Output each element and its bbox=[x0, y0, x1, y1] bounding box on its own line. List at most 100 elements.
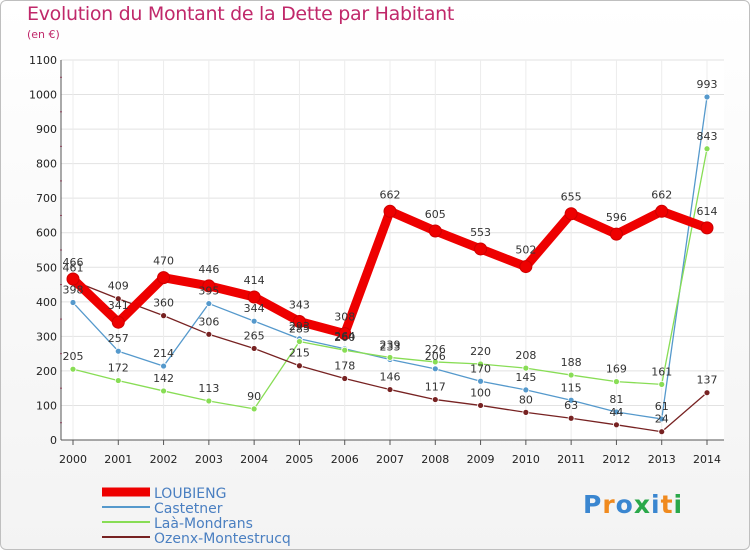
y-tick-label: 900 bbox=[36, 123, 57, 136]
data-point bbox=[477, 377, 484, 385]
data-point bbox=[431, 396, 439, 403]
data-point bbox=[247, 290, 261, 304]
proxiti-logo: Proxiti bbox=[583, 490, 683, 519]
data-point bbox=[703, 389, 711, 397]
data-point bbox=[66, 272, 80, 286]
y-tick-label: 600 bbox=[36, 227, 57, 240]
data-point bbox=[567, 396, 575, 404]
y-tick-label: 500 bbox=[36, 261, 57, 274]
data-point bbox=[202, 279, 216, 293]
x-tick-label: 2004 bbox=[240, 453, 268, 466]
data-label: 614 bbox=[697, 205, 718, 218]
data-label: 662 bbox=[380, 188, 401, 201]
data-label: 553 bbox=[470, 226, 491, 239]
data-label: 360 bbox=[153, 297, 174, 310]
plot-area bbox=[61, 60, 724, 440]
x-tick-label: 2002 bbox=[150, 453, 178, 466]
data-point bbox=[69, 365, 77, 373]
data-label: 24 bbox=[655, 413, 669, 426]
data-label: 214 bbox=[153, 347, 174, 360]
x-tick-label: 2014 bbox=[693, 453, 721, 466]
data-point bbox=[205, 397, 213, 405]
data-label: 170 bbox=[470, 362, 491, 375]
data-label: 265 bbox=[244, 329, 265, 342]
data-label: 257 bbox=[108, 332, 129, 345]
data-label: 343 bbox=[289, 299, 310, 312]
logo-letter: x bbox=[633, 490, 651, 519]
data-point bbox=[658, 428, 666, 436]
data-point bbox=[522, 364, 530, 372]
data-label: 260 bbox=[334, 331, 355, 344]
y-tick-label: 1000 bbox=[29, 89, 57, 102]
data-point bbox=[567, 414, 575, 422]
y-tick-label: 400 bbox=[36, 296, 57, 309]
data-label: 44 bbox=[609, 406, 623, 419]
data-point bbox=[431, 358, 439, 366]
x-tick-label: 2006 bbox=[331, 453, 359, 466]
data-label: 502 bbox=[515, 244, 536, 257]
data-label: 662 bbox=[651, 188, 672, 201]
data-label: 113 bbox=[198, 382, 219, 395]
x-tick-label: 2001 bbox=[104, 453, 132, 466]
data-label: 655 bbox=[561, 191, 582, 204]
data-label: 100 bbox=[470, 386, 491, 399]
data-label: 293 bbox=[289, 320, 310, 333]
data-label: 993 bbox=[697, 78, 718, 91]
x-tick-label: 2008 bbox=[421, 453, 449, 466]
data-point bbox=[205, 300, 213, 307]
data-label: 172 bbox=[108, 362, 129, 375]
data-point bbox=[703, 93, 711, 101]
data-label: 264 bbox=[334, 330, 355, 343]
data-label: 61 bbox=[655, 400, 669, 413]
x-tick-label: 2010 bbox=[512, 453, 540, 466]
logo-letter: i bbox=[673, 490, 684, 519]
data-label: 90 bbox=[247, 390, 261, 403]
x-tick-label: 2007 bbox=[376, 453, 404, 466]
data-point bbox=[564, 207, 578, 221]
chart-title: Evolution du Montant de la Dette par Hab… bbox=[27, 3, 455, 25]
data-point bbox=[114, 347, 122, 355]
data-point bbox=[700, 221, 714, 235]
data-point bbox=[522, 408, 530, 416]
legend-label-ozenx-montestrucq: Ozenx-Montestrucq bbox=[154, 531, 291, 547]
legend-label-castetner: Castetner bbox=[154, 501, 223, 517]
data-point bbox=[613, 378, 620, 386]
data-point bbox=[655, 204, 669, 218]
data-label: 306 bbox=[198, 315, 219, 328]
data-point bbox=[296, 338, 303, 345]
data-label: 80 bbox=[519, 393, 533, 406]
data-point bbox=[114, 377, 122, 384]
logo-letter: o bbox=[615, 490, 634, 519]
data-point bbox=[613, 408, 620, 416]
data-point bbox=[157, 271, 171, 285]
data-point bbox=[160, 312, 167, 320]
data-label: 409 bbox=[108, 280, 129, 293]
data-point bbox=[338, 327, 352, 341]
data-point bbox=[477, 402, 484, 409]
data-point bbox=[658, 380, 666, 388]
x-tick-label: 2012 bbox=[602, 453, 630, 466]
data-label: 308 bbox=[334, 311, 355, 324]
data-label: 395 bbox=[198, 285, 219, 298]
data-label: 220 bbox=[470, 345, 491, 358]
data-label: 215 bbox=[289, 347, 310, 360]
data-label: 285 bbox=[289, 323, 310, 336]
data-point bbox=[613, 421, 620, 429]
data-label: 233 bbox=[380, 341, 401, 354]
data-label: 461 bbox=[63, 262, 84, 275]
data-point bbox=[474, 242, 488, 256]
data-label: 414 bbox=[244, 274, 265, 287]
data-label: 226 bbox=[425, 343, 446, 356]
data-label: 169 bbox=[606, 363, 627, 376]
data-point bbox=[386, 386, 394, 393]
data-point bbox=[383, 204, 397, 218]
data-point bbox=[658, 415, 666, 423]
data-point bbox=[428, 224, 442, 238]
data-point bbox=[205, 330, 213, 338]
x-tick-label: 2003 bbox=[195, 453, 223, 466]
x-tick-label: 2011 bbox=[557, 453, 585, 466]
data-label: 466 bbox=[63, 256, 84, 269]
x-tick-label: 2005 bbox=[285, 453, 313, 466]
y-tick-label: 200 bbox=[36, 365, 57, 378]
legend-label-laà-mondrans: Laà-Mondrans bbox=[154, 516, 253, 532]
